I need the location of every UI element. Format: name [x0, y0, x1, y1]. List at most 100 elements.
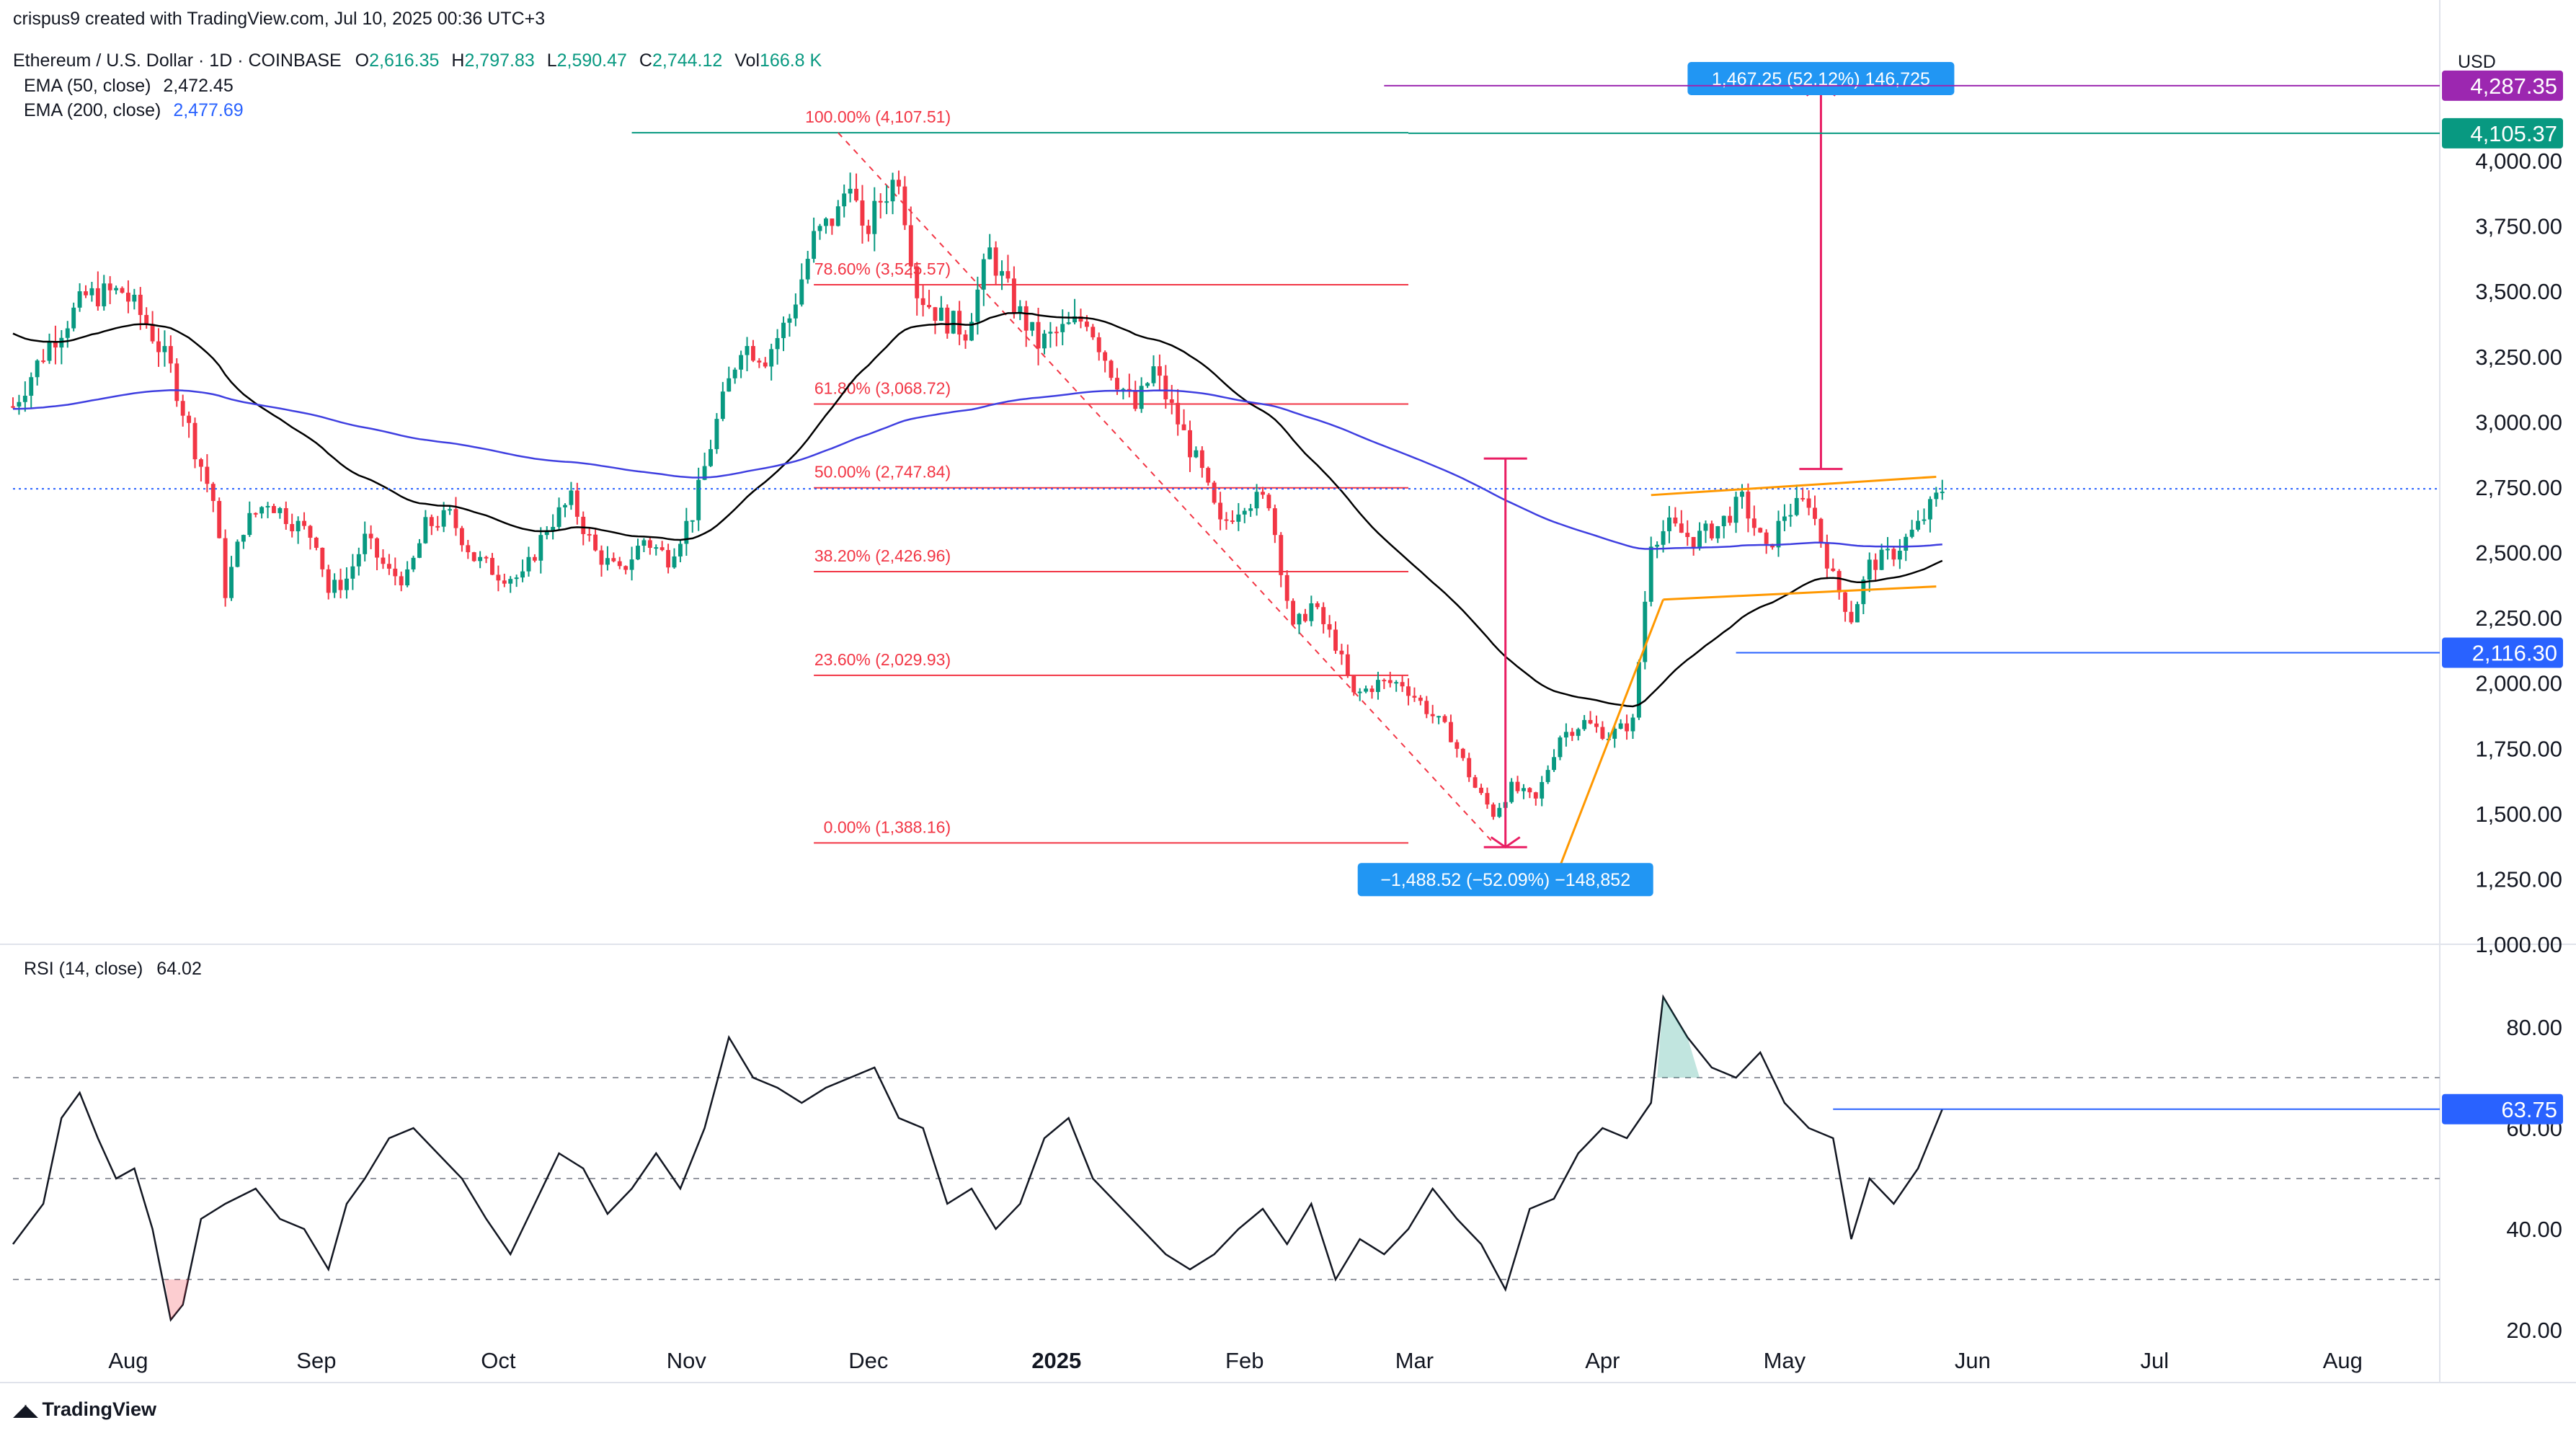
candle-body — [1751, 518, 1756, 528]
candle-body — [223, 538, 228, 598]
candle-body — [411, 557, 416, 569]
candle-body — [138, 294, 143, 315]
candle-body — [210, 484, 216, 501]
price-tick-label: 2,250.00 — [2475, 605, 2562, 631]
candle-body — [107, 283, 112, 290]
candle-body — [1054, 332, 1059, 334]
candle-body — [763, 362, 768, 367]
candle-body — [1091, 327, 1096, 337]
price-tick-label: 1,250.00 — [2475, 866, 2562, 892]
candle-body — [393, 568, 398, 577]
candle-body — [702, 466, 707, 480]
candle-body — [750, 346, 755, 361]
candle-body — [399, 576, 404, 586]
channel-upper-line — [1651, 475, 1937, 497]
candle-body — [1218, 502, 1223, 520]
candle-body — [1442, 716, 1447, 722]
candle-body — [1794, 497, 1799, 515]
candle-body — [296, 520, 301, 532]
candle-body — [993, 247, 998, 276]
candle-body — [1449, 722, 1453, 742]
candle-body — [1934, 492, 1939, 500]
candle-body — [1321, 607, 1326, 624]
candle-body — [1746, 492, 1751, 519]
candle-body — [1515, 781, 1520, 791]
candle-body — [1636, 662, 1641, 718]
candle-body — [1904, 536, 1909, 551]
candle-body — [647, 540, 652, 549]
candle-body — [102, 283, 107, 306]
price-tick-label: 2,000.00 — [2475, 671, 2562, 696]
candle-body — [41, 360, 46, 363]
price-tick-label: 1,750.00 — [2475, 736, 2562, 761]
candle-body — [375, 538, 379, 558]
candle-body — [1588, 719, 1593, 724]
candle-body — [1715, 526, 1720, 538]
candle-body — [1648, 546, 1653, 602]
candle-body — [1582, 719, 1587, 729]
tradingview-logo[interactable]: ◢◣ TradingView — [13, 1398, 156, 1421]
candle-body — [1849, 611, 1854, 623]
candle-body — [1163, 376, 1168, 400]
candle-body — [1375, 680, 1380, 692]
low-value: 2,590.47 — [556, 50, 627, 71]
month-label: Jul — [2141, 1348, 2169, 1373]
candle-body — [1800, 497, 1806, 500]
candle-body — [672, 556, 677, 568]
ema200-value: 2,477.69 — [173, 100, 244, 120]
candle-body — [1424, 701, 1429, 714]
ema200-legend[interactable]: EMA (200, close) 2,477.69 — [24, 100, 244, 121]
candle-body — [641, 540, 647, 546]
candle-body — [47, 342, 52, 361]
candle-body — [496, 574, 501, 581]
candle-body — [1897, 550, 1902, 560]
candle-body — [514, 577, 519, 580]
candle-body — [884, 201, 889, 203]
candle-body — [1382, 680, 1387, 682]
candle-body — [1625, 723, 1630, 732]
rsi-legend[interactable]: RSI (14, close) 64.02 — [24, 959, 202, 980]
candle-body — [1764, 532, 1769, 544]
rsi-label: RSI (14, close) — [24, 959, 143, 979]
candle-body — [272, 505, 276, 513]
candle-body — [205, 466, 210, 484]
candle-body — [1357, 691, 1362, 693]
candle-body — [168, 346, 173, 364]
candle-body — [799, 279, 804, 305]
candle-body — [805, 259, 810, 280]
candle-body — [1522, 788, 1526, 791]
candle-body — [1806, 498, 1811, 508]
candle-body — [84, 291, 88, 296]
candle-body — [1096, 337, 1101, 352]
candle-body — [338, 580, 343, 590]
rsi-line — [12, 994, 1943, 1322]
fib-level-label: 38.20% (2,426.96) — [814, 546, 951, 565]
fib-level-label: 61.80% (3,068.72) — [814, 378, 951, 397]
candle-body — [835, 206, 840, 226]
candle-body — [241, 535, 246, 542]
candle-body — [471, 552, 476, 562]
candle-body — [1151, 366, 1156, 383]
candle-body — [1430, 714, 1435, 716]
ema50-legend[interactable]: EMA (50, close) 2,472.45 — [24, 76, 234, 97]
candle-body — [1291, 600, 1296, 625]
candle-body — [71, 307, 76, 329]
candle-body — [696, 479, 701, 520]
month-label: 2025 — [1031, 1348, 1081, 1373]
candle-body — [574, 490, 579, 517]
candle-body — [448, 509, 453, 511]
volume-label: Vol — [734, 50, 760, 71]
candle-body — [551, 526, 556, 531]
candle-body — [1297, 613, 1302, 625]
candle-body — [1886, 549, 1890, 551]
candle-body — [1176, 402, 1181, 425]
candle-body — [114, 288, 119, 290]
candle-body — [1721, 515, 1726, 527]
candle-body — [356, 554, 361, 567]
candle-body — [1103, 352, 1108, 361]
candle-body — [1254, 492, 1259, 509]
candle-body — [1272, 508, 1277, 536]
candle-body — [435, 525, 440, 528]
candle-body — [1351, 675, 1356, 693]
